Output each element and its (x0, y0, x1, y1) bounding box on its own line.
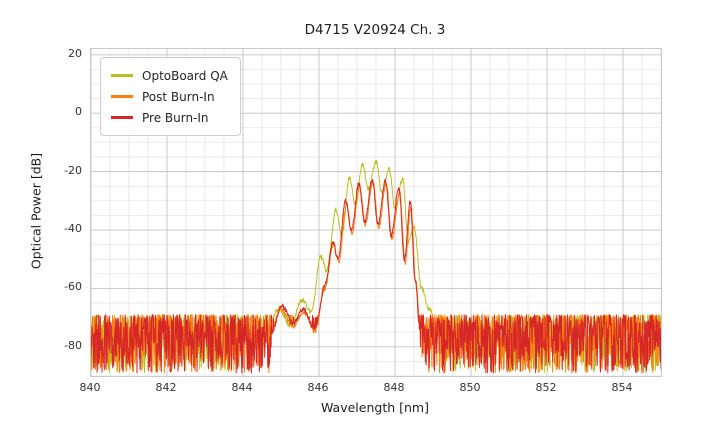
legend-item: Pre Burn-In (111, 107, 228, 128)
x-tick-label: 852 (535, 381, 557, 394)
legend-item: OptoBoard QA (111, 65, 228, 86)
y-tick-label: -40 (64, 222, 82, 236)
y-tick-label: -60 (64, 280, 82, 294)
legend-line-swatch (111, 95, 133, 98)
chart-title: D4715 V20924 Ch. 3 (304, 22, 446, 38)
y-tick-label: 20 (68, 46, 82, 60)
legend: OptoBoard QA Post Burn-In Pre Burn-In (100, 57, 241, 136)
x-tick-label: 840 (79, 381, 101, 394)
x-tick-label: 854 (611, 381, 633, 394)
x-tick-label: 848 (383, 381, 405, 394)
y-axis-label: Optical Power [dB] (28, 152, 44, 270)
x-tick-label: 846 (307, 381, 329, 394)
legend-item: Post Burn-In (111, 86, 228, 107)
y-tick-label: 0 (75, 105, 82, 119)
y-tick-label: -20 (64, 163, 82, 177)
legend-line-swatch (111, 116, 133, 119)
x-tick-label: 850 (459, 381, 481, 394)
legend-item-label: Pre Burn-In (142, 110, 209, 125)
legend-item-label: OptoBoard QA (142, 68, 228, 83)
legend-line-swatch (111, 74, 133, 77)
x-axis-label: Wavelength [nm] (321, 400, 429, 415)
legend-item-label: Post Burn-In (142, 89, 215, 104)
x-tick-label: 842 (155, 381, 177, 394)
y-tick-label: -80 (64, 338, 82, 352)
x-tick-label: 844 (231, 381, 253, 394)
